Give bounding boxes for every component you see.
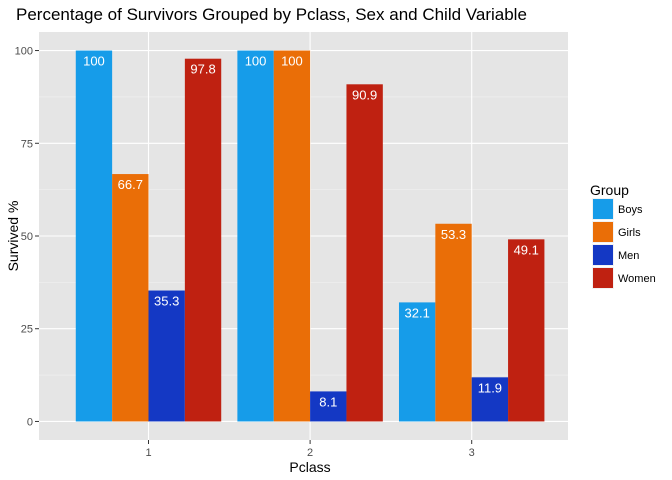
legend-label-girls: Girls [618,227,641,239]
legend-label-boys: Boys [618,204,643,216]
data-labels: 100 100 32.1 66.7 100 53.3 35.3 8.1 11.9 97.8 90.9… [83,54,539,410]
data-label: 8.1 [319,394,337,409]
bar-girls-2 [273,50,311,422]
data-label: 100 [245,54,267,69]
y-tick-label: 0 [27,416,33,428]
legend-key-girls [593,222,613,242]
data-label: 90.9 [352,87,377,102]
bar-boys-3 [398,302,436,422]
legend-key-men [593,245,613,265]
data-label: 100 [281,54,303,69]
bar-men-2 [310,391,347,422]
bars [75,50,545,422]
y-tick-label: 100 [15,46,33,58]
data-label: 49.1 [514,242,539,257]
data-label: 66.7 [118,177,143,192]
y-axis: 0 25 50 75 100 [15,46,39,428]
legend-label-men: Men [618,250,639,262]
x-tick-label: 2 [307,447,313,459]
y-tick-label: 50 [21,231,33,243]
bar-boys-1 [75,50,113,422]
bar-men-3 [471,377,509,422]
legend-key-boys [593,199,613,219]
bar-boys-2 [237,50,274,422]
data-label: 53.3 [441,227,466,242]
data-label: 97.8 [190,62,215,77]
x-axis-title: Pclass [289,459,330,475]
y-tick-label: 75 [21,138,33,150]
legend-key-women [593,268,613,288]
legend-title: Group [590,182,629,198]
bar-women-3 [508,239,545,422]
bar-girls-3 [435,223,472,422]
bar-women-1 [184,58,222,422]
bar-women-2 [346,84,383,422]
legend-label-women: Women [618,273,656,285]
y-tick-label: 25 [21,324,33,336]
y-axis-title: Survived % [5,201,21,272]
x-tick-label: 1 [145,447,151,459]
data-label: 11.9 [478,380,502,395]
data-label: 100 [83,54,105,69]
x-axis: 1 2 3 [145,440,475,459]
chart-title: Percentage of Survivors Grouped by Pclas… [16,5,527,24]
x-tick-label: 3 [469,447,475,459]
data-label: 35.3 [154,294,179,309]
legend: Group Boys Girls Men Women [590,182,656,289]
data-label: 32.1 [405,305,430,320]
bar-men-1 [148,290,185,422]
bar-girls-1 [112,174,149,422]
